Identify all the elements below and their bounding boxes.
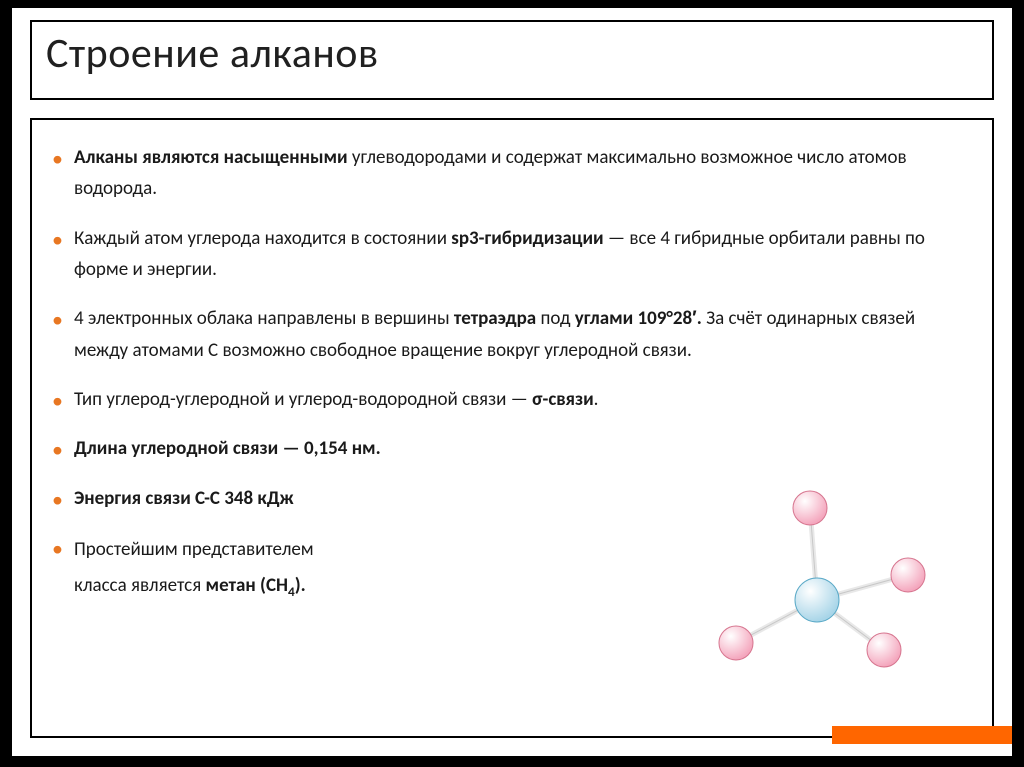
bullet-item: Длина углеродной связи — 0,154 нм. — [46, 433, 962, 464]
methane-molecule-diagram — [702, 490, 932, 690]
bullet-item: Тип углерод-углеродной и углерод-водород… — [46, 384, 962, 415]
slide: Строение алканов Алканы являются насыщен… — [12, 8, 1012, 756]
bullet-item: Каждый атом углерода находится в состоян… — [46, 223, 962, 286]
bullet-item: Алканы являются насыщенными углеводорода… — [46, 142, 962, 205]
slide-content: Алканы являются насыщенными углеводорода… — [30, 118, 994, 738]
accent-bar — [832, 726, 1012, 744]
bullet-item: 4 электронных облака направлены в вершин… — [46, 303, 962, 366]
slide-title: Строение алканов — [30, 20, 994, 100]
